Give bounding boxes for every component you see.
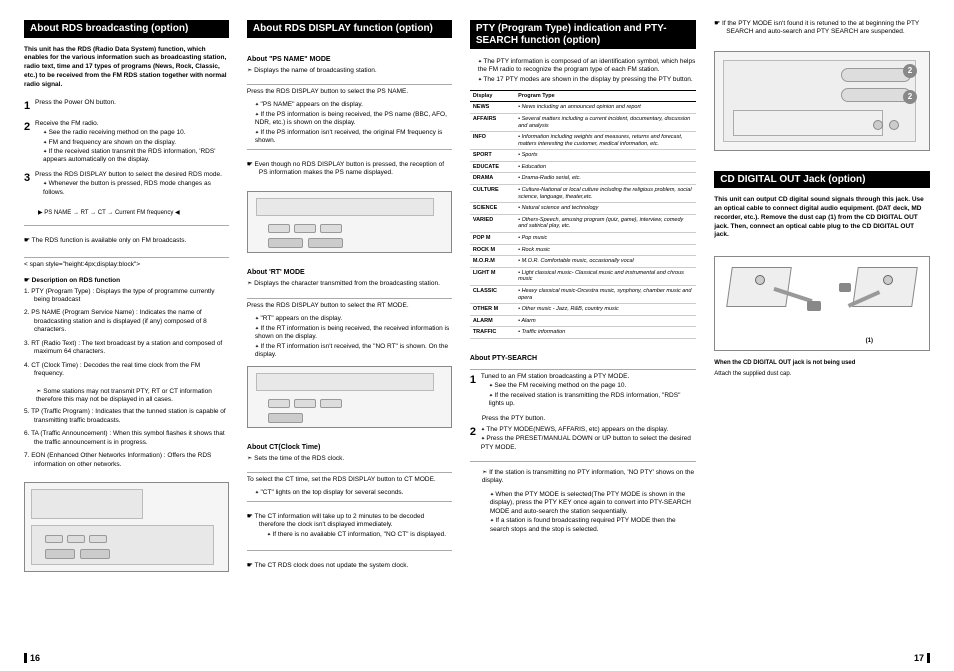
mode-rt-head: About 'RT' MODE — [247, 269, 452, 276]
table-row: OTHER MOther music - Jazz, R&B, country … — [470, 304, 696, 316]
table-row: INFOInformation including weights and me… — [470, 132, 696, 150]
page-number-left: 16 — [30, 653, 40, 663]
desc-tp: 5. TP (Traffic Program) : Indicates that… — [24, 408, 229, 425]
table-row: DRAMADrama-Radio serial, etc. — [470, 173, 696, 185]
step-3: 3Press the RDS DISPLAY button to select … — [24, 171, 229, 197]
desc-psname: 2. PS NAME (Program Service Name) : Indi… — [24, 309, 229, 334]
section-header-rds-display: About RDS DISPLAY function (option) — [247, 20, 452, 38]
mode-rt-desc: Displays the character transmitted from … — [247, 280, 452, 288]
table-row: TRAFFICTraffic information — [470, 327, 696, 339]
ct-instr: To select the CT time, set the RDS DISPL… — [247, 476, 452, 484]
device-illustration-2 — [247, 191, 452, 253]
ct-note2: The CT RDS clock does not update the sys… — [247, 562, 452, 570]
note-fm-only: The RDS function is available only on FM… — [24, 237, 229, 245]
ct-note1: The CT information will take up to 2 min… — [247, 513, 452, 539]
column-3: PTY (Program Type) indication and PTY-SE… — [470, 20, 696, 651]
column-4: If the PTY MODE isn't found it is retune… — [714, 20, 930, 651]
page-bar-left — [24, 653, 27, 663]
table-row: M.O.R.MM.O.R. Comfortable music, occasio… — [470, 256, 696, 268]
psname-instr: Press the RDS DISPLAY button to select t… — [247, 88, 452, 96]
search-step-1: 1Tuned to an FM station broadcasting a P… — [470, 373, 696, 409]
device-illustration-3 — [247, 366, 452, 428]
search-step-2: 2 The PTY MODE(NEWS, AFFARIS, etc) appea… — [470, 425, 696, 452]
section-header-pty: PTY (Program Type) indication and PTY-SE… — [470, 20, 696, 49]
mode-ct-desc: Sets the time of the RDS clock. — [247, 455, 452, 463]
rt-instr: Press the RDS DISPLAY button to select t… — [247, 302, 452, 310]
table-row: EDUCATEEducation — [470, 161, 696, 173]
search-note-1: If the station is transmitting no PTY in… — [482, 469, 696, 486]
table-row: SPORTSports — [470, 150, 696, 162]
page-bar-right — [927, 653, 930, 663]
pty-search-head: About PTY-SEARCH — [470, 355, 696, 362]
step-1: 1Press the Power ON button. — [24, 99, 229, 113]
table-row: AFFAIRSSeveral matters including a curre… — [470, 113, 696, 131]
desc-ct: 4. CT (Clock Time) : Decodes the real ti… — [24, 362, 229, 379]
step-2: 2Receive the FM radio. See the radio rec… — [24, 120, 229, 165]
table-row: CULTURECulture-National or local culture… — [470, 185, 696, 203]
section-header-rds-broadcasting: About RDS broadcasting (option) — [24, 20, 229, 38]
callout-badge-2b: 2 — [903, 90, 917, 104]
desc-rt: 3. RT (Radio Text) : The text broadcast … — [24, 340, 229, 357]
pty-table: DisplayProgram Type NEWSNews including a… — [470, 90, 696, 339]
desc-ta: 6. TA (Traffic Announcement) : When this… — [24, 430, 229, 447]
jack-caption-2: Attach the supplied dust cap. — [714, 371, 930, 379]
column-2: About RDS DISPLAY function (option) Abou… — [247, 20, 452, 651]
mode-ct-head: About CT(Clock Time) — [247, 444, 452, 451]
table-row: ROCK MRock music — [470, 244, 696, 256]
section-header-cd-digital-out: CD DIGITAL OUT Jack (option) — [714, 171, 930, 189]
table-row: VARIEDOthers-Speech, amusing program (qu… — [470, 214, 696, 232]
callout-1: (1) — [866, 338, 873, 344]
mode-psname-head: About "PS NAME" MODE — [247, 56, 452, 63]
device-rear-illustration: 2 2 — [714, 51, 930, 151]
desc-eon: 7. EON (Enhanced Other Networks Informat… — [24, 452, 229, 469]
intro-text: This unit has the RDS (Radio Data System… — [24, 46, 229, 90]
table-row: NEWSNews including an announced opinion … — [470, 102, 696, 114]
cd-out-intro: This unit can output CD digital sound si… — [714, 196, 930, 240]
callout-badge-2a: 2 — [903, 64, 917, 78]
mode-psname-desc: Displays the name of broadcasting statio… — [247, 67, 452, 75]
table-row: ALARMAlarm — [470, 315, 696, 327]
device-illustration-1 — [24, 482, 229, 572]
jack-illustration: (1) — [714, 256, 930, 351]
desc-heading: Description on RDS function — [24, 276, 229, 284]
page-number-right: 17 — [914, 653, 924, 663]
table-row: LIGHT MLight classical music- Classical … — [470, 267, 696, 285]
column-1: About RDS broadcasting (option) This uni… — [24, 20, 229, 651]
table-row: POP MPop music — [470, 233, 696, 245]
desc-ct-note: Some stations may not transmit PTY, RT o… — [36, 388, 229, 405]
table-row: SCIENCENatural science and technology — [470, 203, 696, 215]
pty-not-found-note: If the PTY MODE isn't found it is retune… — [714, 20, 930, 37]
mode-chain: ▶ PS NAME → RT → CT → Current FM frequen… — [24, 209, 229, 216]
jack-caption-1: When the CD DIGITAL OUT jack is not bein… — [714, 360, 930, 368]
psname-note: Even though no RDS DISPLAY button is pre… — [247, 161, 452, 178]
desc-pty: 1. PTY (Program Type) : Displays the typ… — [24, 288, 229, 305]
table-row: CLASSICHeavy classical music-Orcestra mu… — [470, 286, 696, 304]
